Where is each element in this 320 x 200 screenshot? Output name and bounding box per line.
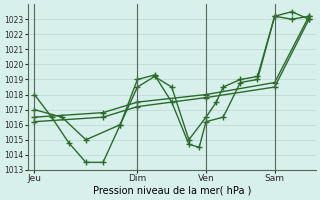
X-axis label: Pression niveau de la mer( hPa ): Pression niveau de la mer( hPa )	[92, 186, 251, 196]
